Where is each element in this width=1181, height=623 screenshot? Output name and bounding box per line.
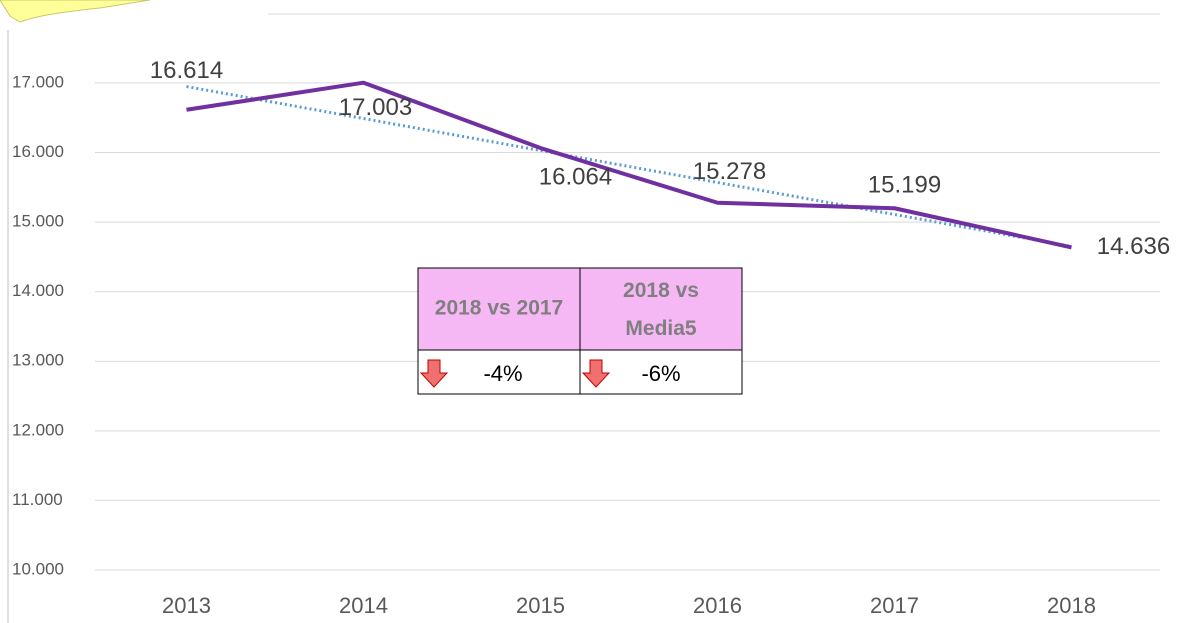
y-tick-label: 15.000 xyxy=(12,212,64,231)
table-header-cell xyxy=(579,267,743,351)
y-tick-label: 10.000 xyxy=(12,559,64,578)
data-label: 16.064 xyxy=(539,163,612,190)
table-header: 2018 vs Media5 xyxy=(623,279,699,340)
x-tick-label: 2018 xyxy=(1047,593,1096,618)
table-cell xyxy=(417,349,581,395)
data-label: 16.614 xyxy=(150,57,223,84)
table-cell xyxy=(579,349,743,395)
y-tick-label: 16.000 xyxy=(12,142,64,161)
x-tick-label: 2016 xyxy=(693,593,742,618)
y-tick-label: 17.000 xyxy=(12,72,64,91)
data-label: 14.636 xyxy=(1097,233,1170,260)
x-tick-label: 2014 xyxy=(339,593,388,618)
data-label: 15.278 xyxy=(693,158,766,185)
inset-table: 2018 vs 2017 2018 vs Media5 -4% -6% xyxy=(417,267,743,395)
y-tick-label: 11.000 xyxy=(12,490,63,509)
table-cell-text: -4% xyxy=(483,361,522,386)
x-tick-label: 2015 xyxy=(516,593,565,618)
decor-shape xyxy=(0,0,151,23)
y-tick-label: 12.000 xyxy=(12,420,64,439)
x-tick-label: 2013 xyxy=(162,593,211,618)
series-line xyxy=(186,80,1072,250)
data-label: 15.199 xyxy=(868,172,941,199)
data-label: 17.003 xyxy=(339,94,412,121)
down-arrow xyxy=(419,359,449,388)
y-tick-label: 13.000 xyxy=(12,351,64,370)
table-header: 2018 vs 2017 xyxy=(435,297,563,320)
down-arrow xyxy=(581,359,611,388)
y-tick-label: 14.000 xyxy=(12,281,64,300)
x-tick-label: 2017 xyxy=(870,593,919,618)
table-cell-text: -6% xyxy=(641,361,680,386)
